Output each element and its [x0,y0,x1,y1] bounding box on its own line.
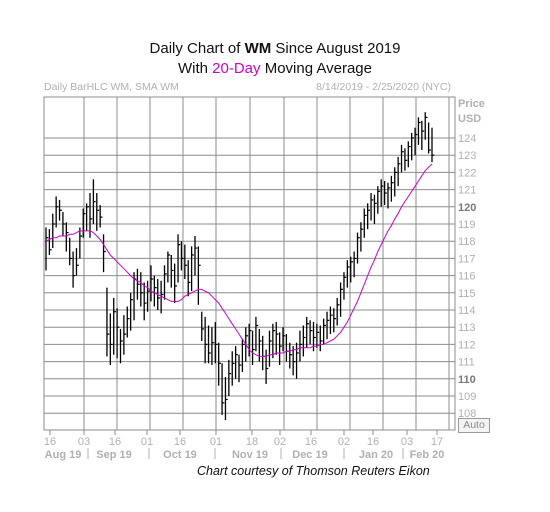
x-tick-label: 16 [367,436,379,448]
x-tick-label: 01 [141,436,153,448]
y-axis-label: Price [458,98,485,110]
x-tick-label: 01 [210,436,222,448]
auto-scale-button[interactable]: Auto [458,418,490,433]
x-month-label: Jan 20 [359,449,393,461]
title-prefix: Daily Chart of [149,40,245,57]
y-tick-label: 123 [458,150,476,162]
title2-suffix: Moving Average [260,60,372,77]
x-month-label: Aug 19 [45,449,82,461]
x-tick-label: 18 [246,436,258,448]
y-tick-label: 110 [458,374,476,386]
y-tick-label: 116 [458,271,476,283]
x-tick-label: 16 [174,436,186,448]
chart-credit: Chart courtesy of Thomson Reuters Eikon [197,464,430,478]
y-tick-label: 113 [458,322,476,334]
y-tick-label: 121 [458,185,476,197]
y-tick-label: 111 [458,357,475,369]
chart-header-right: 8/14/2019 - 2/25/2020 (NYC) [316,81,451,93]
x-month-label: Sep 19 [96,449,131,461]
x-tick-label: 17 [431,436,443,448]
x-month-label: Feb 20 [410,449,445,461]
y-tick-label: 120 [458,202,476,214]
y-tick-label: 112 [458,339,476,351]
y-tick-label: 109 [458,391,476,403]
chart-title-line2: With 20-Day Moving Average [0,60,550,77]
x-month-label: Dec 19 [292,449,327,461]
y-tick-label: 117 [458,253,476,265]
x-tick-label: 02 [274,436,286,448]
x-month-label: Oct 19 [163,449,197,461]
title2-prefix: With [178,60,213,77]
y-tick-label: 122 [458,167,476,179]
y-axis-unit: USD [458,113,481,125]
x-tick-label: 02 [338,436,350,448]
x-tick-label: 16 [44,436,56,448]
x-tick-label: 03 [401,436,413,448]
title-suffix: Since August 2019 [271,40,401,57]
y-tick-label: 108 [458,408,476,420]
title2-highlight: 20-Day [212,60,261,77]
chart-title-line1: Daily Chart of WM Since August 2019 [0,40,550,57]
sma-20-line [45,163,433,357]
y-tick-label: 115 [458,288,476,300]
y-tick-label: 114 [458,305,476,317]
x-month-label: Nov 19 [232,449,268,461]
y-tick-label: 124 [458,133,476,145]
x-tick-label: 16 [109,436,121,448]
chart-header-left: Daily BarHLC WM, SMA WM [44,81,179,93]
x-tick-label: 03 [78,436,90,448]
x-tick-label: 16 [305,436,317,448]
y-tick-label: 118 [458,236,476,248]
title-symbol: WM [244,40,272,57]
y-tick-label: 119 [458,219,476,231]
